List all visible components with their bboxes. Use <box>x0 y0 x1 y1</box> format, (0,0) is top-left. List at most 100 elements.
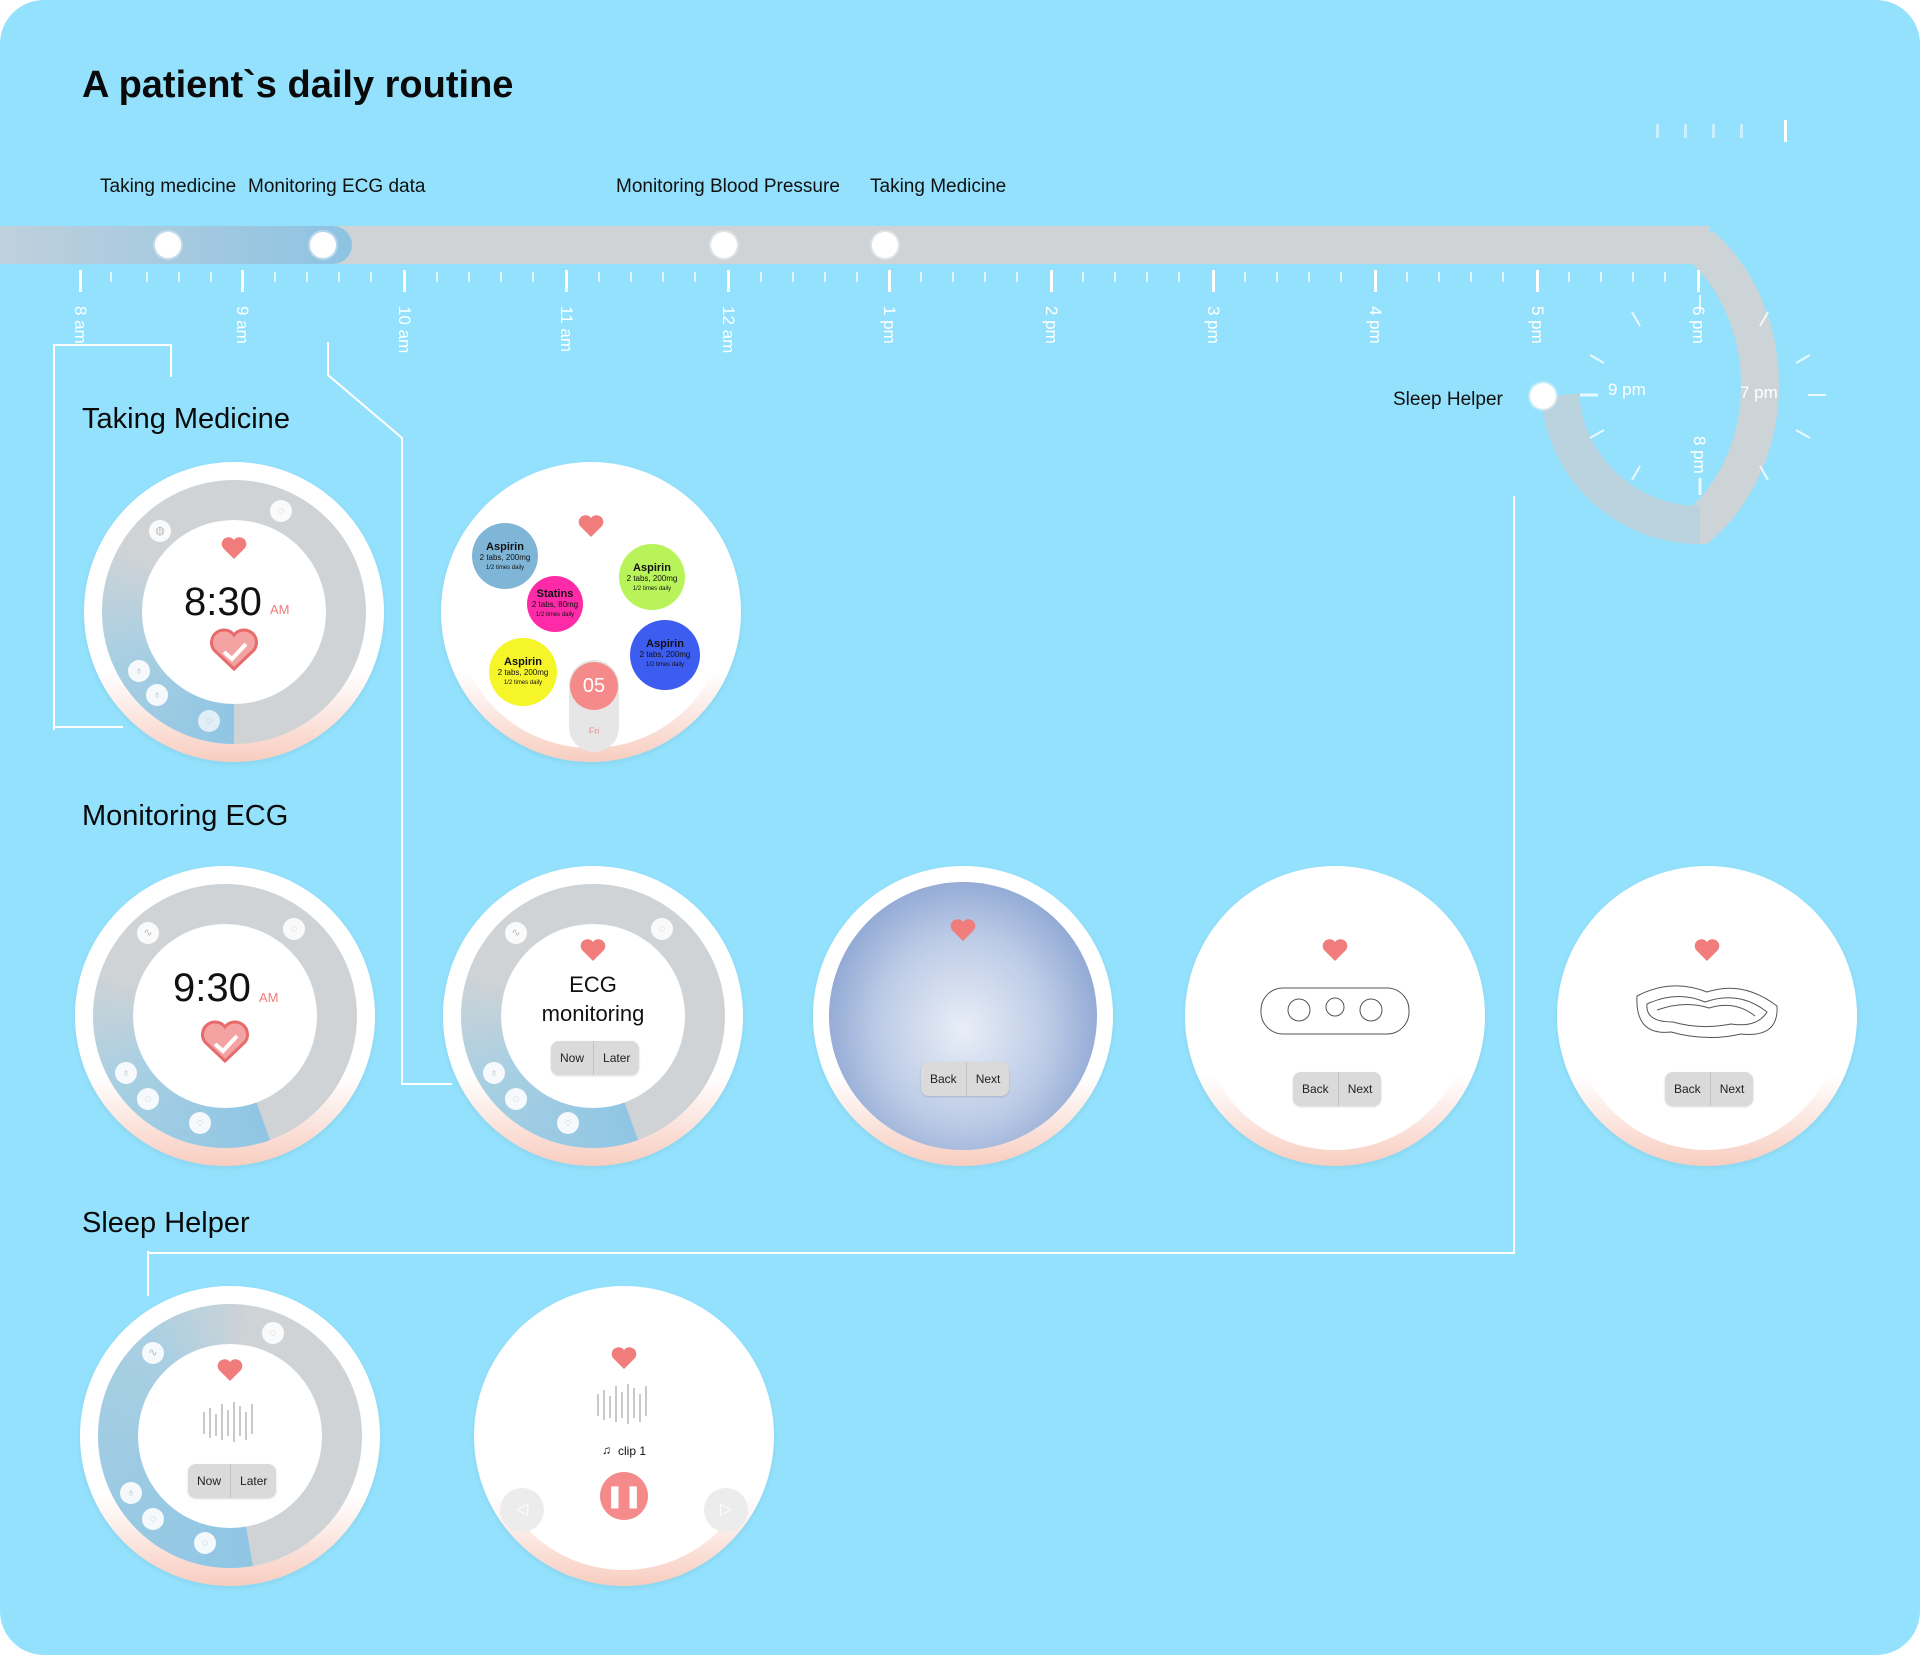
medicine-item[interactable]: Aspirin 2 tabs, 200mg 1/2 times daily <box>489 638 557 706</box>
hour-tick <box>1697 270 1700 292</box>
next-button[interactable]: Next <box>1337 1072 1382 1106</box>
pill-icon: ◌ <box>189 1112 211 1134</box>
stethoscope-icon: ♁ <box>128 660 150 682</box>
medicine-item[interactable]: Aspirin 2 tabs, 200mg 1/2 times daily <box>619 544 685 610</box>
medicine-reminder-watch[interactable]: ◍ ◌ ♁ ♁ ◌ 8:30 AM <box>84 462 384 762</box>
pill-icon: ◌ <box>142 1508 164 1530</box>
ecg-prompt-line2: monitoring <box>541 1001 645 1026</box>
reminder-time: 9:30 <box>173 966 251 1010</box>
hour-label-5pm: 5 pm <box>1528 306 1547 344</box>
ecg-device-icon <box>1636 985 1778 1039</box>
connector-medicine-bottom <box>53 726 123 728</box>
hour-label-2pm: 2 pm <box>1042 306 1061 344</box>
next-button[interactable]: Next <box>1709 1072 1754 1106</box>
hour-tick <box>1050 270 1053 292</box>
hour-label-9pm: 9 pm <box>1608 380 1646 399</box>
heart-check-icon[interactable] <box>208 628 260 672</box>
sound-wave-icon <box>597 1384 647 1424</box>
back-next-buttons: Back Next <box>921 1062 1010 1096</box>
connector-sleep <box>147 496 1515 1254</box>
heart-logo-icon <box>221 537 247 559</box>
back-next-buttons: Back Next <box>1665 1072 1754 1106</box>
heart-logo-icon <box>217 1359 243 1381</box>
hour-tick <box>241 270 244 292</box>
heart-check-icon[interactable] <box>199 1020 251 1064</box>
back-button[interactable]: Back <box>921 1062 966 1096</box>
clip-name: clip 1 <box>618 1444 647 1458</box>
connector-sleep-down <box>147 1251 149 1296</box>
connector-medicine <box>53 344 172 730</box>
now-later-buttons: Now Later <box>551 1041 640 1075</box>
next-track-button[interactable]: ▷ <box>704 1488 748 1532</box>
hour-tick <box>565 270 568 292</box>
stethoscope-icon: ♁ <box>483 1062 505 1084</box>
next-button[interactable]: Next <box>965 1062 1010 1096</box>
back-button[interactable]: Back <box>1293 1072 1338 1106</box>
timeline-event-sleep[interactable]: Sleep Helper <box>1393 389 1503 410</box>
ecg-device-watch[interactable]: Back Next <box>1185 866 1485 1166</box>
now-later-buttons: Now Later <box>188 1464 277 1498</box>
pill-icon: ◌ <box>505 1088 527 1110</box>
ecg-device-wearing-watch[interactable]: Back Next <box>1557 866 1857 1166</box>
watch-face <box>133 924 317 1108</box>
ecg-prompt-watch[interactable]: ∿ ◌ ♁ ◌ ◌ ECG monitoring Now Later <box>443 866 743 1166</box>
reminder-ampm: AM <box>270 602 290 617</box>
section-title-ecg: Monitoring ECG <box>82 800 289 832</box>
now-button[interactable]: Now <box>551 1041 594 1075</box>
ecg-device-icon <box>1260 987 1410 1035</box>
page-title: A patient`s daily routine <box>82 64 514 106</box>
heart-logo-icon <box>950 919 976 941</box>
timeline-dot-ecg[interactable] <box>310 232 336 258</box>
section-title-medicine: Taking Medicine <box>82 403 290 435</box>
hour-tick <box>888 270 891 292</box>
heart-logo-icon <box>580 939 606 961</box>
timeline-dot-medicine[interactable] <box>155 232 181 258</box>
timeline-dot-sleep[interactable] <box>1530 383 1556 409</box>
date-number: 05 <box>570 662 618 710</box>
sleep-prompt-watch[interactable]: ∿ ◌ ♁ ◌ ◌ Now Later <box>80 1286 380 1586</box>
medicine-item[interactable]: Statins 2 tabs, 80mg 1/2 times daily <box>527 576 583 632</box>
hour-tick <box>1374 270 1377 292</box>
timeline-event-ecg[interactable]: Monitoring ECG data <box>248 176 426 197</box>
previous-button[interactable]: ◁ <box>500 1488 544 1532</box>
hour-label-3pm: 3 pm <box>1204 306 1223 344</box>
pause-button[interactable]: ❚❚ <box>600 1472 648 1520</box>
timeline-event-taking-medicine[interactable]: Taking medicine <box>100 176 237 197</box>
hour-label-4pm: 4 pm <box>1366 306 1385 344</box>
now-button[interactable]: Now <box>188 1464 231 1498</box>
medicine-list-watch[interactable]: Aspirin 2 tabs, 200mg 1/2 times daily As… <box>441 462 741 762</box>
reminder-ampm: AM <box>259 990 279 1005</box>
date-picker[interactable]: 05 Fri <box>569 660 619 752</box>
sleep-player-watch[interactable]: ♫ clip 1 ❚❚ ◁ ▷ <box>474 1286 774 1586</box>
pill-icon: ◌ <box>137 1088 159 1110</box>
sound-wave-icon <box>203 1402 253 1442</box>
ecg-reminder-watch[interactable]: ∿ ◌ ♁ ◌ ◌ 9:30 AM <box>75 866 375 1166</box>
medicine-item[interactable]: Aspirin 2 tabs, 200mg 1/2 times daily <box>630 620 700 690</box>
ecg-body-placement-watch[interactable]: Back Next <box>813 866 1113 1166</box>
later-button[interactable]: Later <box>593 1041 640 1075</box>
stethoscope-icon: ♁ <box>146 684 168 706</box>
hour-label-6pm: 6 pm <box>1689 306 1708 344</box>
hour-tick <box>1536 270 1539 292</box>
hour-label-1pm: 1 pm <box>880 306 899 344</box>
timeline-event-taking-medicine-2[interactable]: Taking Medicine <box>870 176 1007 197</box>
pill-icon: ◌ <box>198 710 220 732</box>
hour-label-9am: 9 am <box>233 306 252 344</box>
later-button[interactable]: Later <box>230 1464 277 1498</box>
timeline-dot-blood-pressure[interactable] <box>711 232 737 258</box>
back-button[interactable]: Back <box>1665 1072 1710 1106</box>
timeline-dot-medicine-2[interactable] <box>872 232 898 258</box>
heart-logo-icon <box>1694 939 1720 961</box>
connector-ecg <box>327 342 452 1085</box>
stethoscope-icon: ♁ <box>120 1482 142 1504</box>
heart-logo-icon <box>611 1347 637 1369</box>
ecg-prompt-line1: ECG <box>569 972 617 997</box>
timeline-event-blood-pressure[interactable]: Monitoring Blood Pressure <box>616 176 840 197</box>
stethoscope-icon: ♁ <box>115 1062 137 1084</box>
hour-label-8pm: 8 pm <box>1690 436 1709 474</box>
timeline-curve <box>1541 230 1826 545</box>
hour-label-12am: 12 am <box>719 306 738 354</box>
medicine-item[interactable]: Aspirin 2 tabs, 200mg 1/2 times daily <box>472 523 538 589</box>
music-note-icon: ♫ <box>602 1443 611 1457</box>
pill-icon: ◌ <box>270 500 292 522</box>
